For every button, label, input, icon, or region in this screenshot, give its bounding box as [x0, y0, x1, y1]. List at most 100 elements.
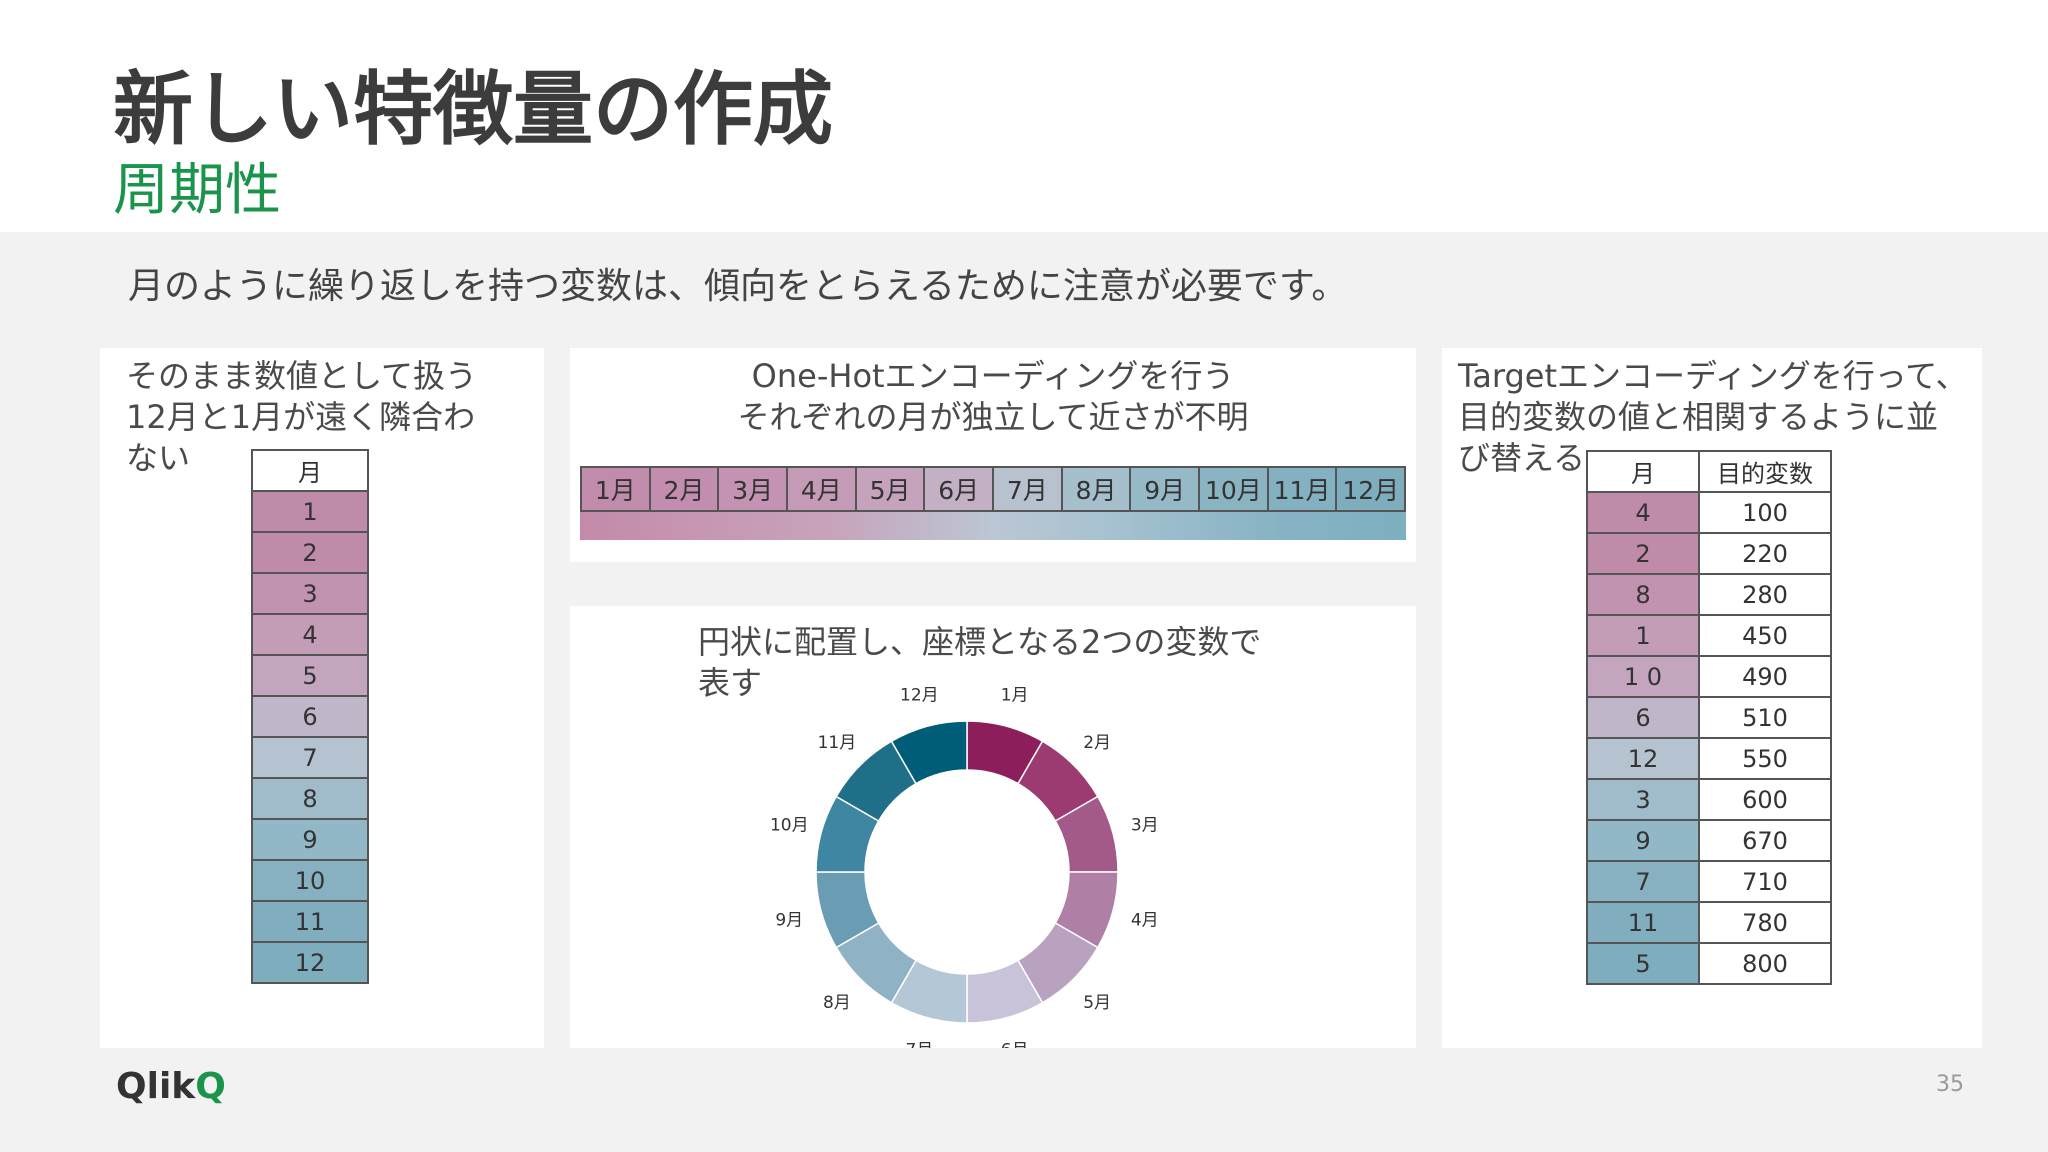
month-cell: 2 — [251, 531, 369, 574]
table-row: 8 280 — [1586, 573, 1832, 616]
table-row: 7 — [251, 736, 369, 779]
month-cell: 12 — [251, 941, 369, 984]
onehot-month-cell: 10月 — [1200, 468, 1269, 510]
month-cell: 12 — [1586, 737, 1700, 780]
caption-line: 表す — [698, 664, 763, 702]
intro-text: 月のように繰り返しを持つ変数は、傾向をとらえるために注意が必要です。 — [128, 266, 1348, 307]
page-number: 35 — [1936, 1072, 1964, 1097]
onehot-month-cell: 4月 — [788, 468, 857, 510]
slide-title: 新しい特徴量の作成 — [113, 63, 833, 156]
table-row: 3 — [251, 572, 369, 615]
onehot-month-cell: 8月 — [1062, 468, 1132, 510]
month-cell: 10 — [251, 859, 369, 902]
month-cell: 3 — [251, 572, 369, 615]
month-cell: 9 — [251, 818, 369, 861]
table-row: 6 510 — [1586, 696, 1832, 739]
target-value-cell: 100 — [1698, 491, 1832, 534]
table-row: 5 — [251, 654, 369, 697]
table-row: 5 800 — [1586, 942, 1832, 985]
table-row: 6 — [251, 695, 369, 738]
target-value-cell: 450 — [1698, 614, 1832, 657]
table-row: 7 710 — [1586, 860, 1832, 903]
onehot-month-cell: 7月 — [994, 468, 1063, 510]
target-value-cell: 670 — [1698, 819, 1832, 862]
donut-month-label: 5月 — [1083, 993, 1111, 1013]
month-cell: 6 — [1586, 696, 1700, 739]
table-row: 11 780 — [1586, 901, 1832, 944]
month-cell: 3 — [1586, 778, 1700, 821]
target-value-cell: 710 — [1698, 860, 1832, 903]
table-header-month: 月 — [1586, 450, 1700, 493]
target-value-cell: 220 — [1698, 532, 1832, 575]
month-cell: 8 — [251, 777, 369, 820]
donut-month-label: 1月 — [1001, 685, 1029, 705]
onehot-month-cell: 11月 — [1268, 468, 1338, 510]
month-cell: 5 — [251, 654, 369, 697]
month-cell: 6 — [251, 695, 369, 738]
onehot-month-cell: 5月 — [856, 468, 926, 510]
donut-month-label: 9月 — [775, 911, 803, 931]
donut-month-label: 10月 — [770, 815, 809, 835]
caption-line: One-Hotエンコーディングを行う — [751, 357, 1235, 395]
donut-month-label: 3月 — [1131, 815, 1159, 835]
table-row: 11 — [251, 900, 369, 943]
slide-subtitle: 周期性 — [113, 158, 281, 223]
caption-line: Targetエンコーディングを行って、 — [1458, 357, 1968, 395]
onehot-month-strip: 1月 2月 3月 4月 5月 6月 7月 8月 9月 10月 11月 12月 — [580, 466, 1406, 512]
table-header-month: 月 — [251, 449, 369, 492]
month-cell: 2 — [1586, 532, 1700, 575]
donut-month-label: 8月 — [823, 993, 851, 1013]
donut-month-label: 11月 — [818, 733, 857, 753]
target-value-cell: 550 — [1698, 737, 1832, 780]
donut-month-label: 4月 — [1131, 911, 1159, 931]
table-row: 12 550 — [1586, 737, 1832, 780]
numeric-month-table: 月 1 2 3 4 5 6 7 8 9 10 11 12 — [251, 449, 369, 984]
target-value-cell: 510 — [1698, 696, 1832, 739]
onehot-month-cell: 9月 — [1131, 468, 1201, 510]
panel-onehot-caption: One-Hotエンコーディングを行う それぞれの月が独立して近さが不明 — [570, 356, 1416, 438]
target-value-cell: 600 — [1698, 778, 1832, 821]
target-value-cell: 280 — [1698, 573, 1832, 616]
table-row: 4 — [251, 613, 369, 656]
caption-line: 12月と1月が遠く隣合わ — [126, 398, 476, 436]
logo-q-mark: Q — [195, 1066, 226, 1107]
donut-segment — [890, 720, 968, 785]
table-row: 2 — [251, 531, 369, 574]
table-row: 12 — [251, 941, 369, 984]
target-value-cell: 490 — [1698, 655, 1832, 698]
qlik-logo: QlikQ — [116, 1066, 226, 1107]
panel-target: Targetエンコーディングを行って、 目的変数の値と相関するように並 び替える… — [1442, 348, 1982, 1048]
onehot-gradient-bar — [580, 512, 1406, 540]
donut-month-label: 7月 — [905, 1041, 933, 1048]
month-cell: 11 — [1586, 901, 1700, 944]
onehot-month-cell: 2月 — [650, 468, 720, 510]
donut-month-label: 12月 — [900, 685, 939, 705]
table-row: 4 100 — [1586, 491, 1832, 534]
table-row: 1 0 490 — [1586, 655, 1832, 698]
target-value-cell: 780 — [1698, 901, 1832, 944]
logo-text: Qlik — [116, 1066, 196, 1107]
month-cell: 4 — [251, 613, 369, 656]
onehot-month-cell: 12月 — [1337, 468, 1405, 510]
caption-line: それぞれの月が独立して近さが不明 — [737, 398, 1249, 436]
table-header-target: 目的変数 — [1698, 450, 1832, 493]
donut-month-label: 2月 — [1083, 733, 1111, 753]
month-cell: 4 — [1586, 491, 1700, 534]
month-cell: 1 0 — [1586, 655, 1700, 698]
month-cell: 1 — [1586, 614, 1700, 657]
caption-line: び替える — [1458, 439, 1586, 477]
table-row: 1 — [251, 490, 369, 533]
month-cell: 1 — [251, 490, 369, 533]
panel-circular-caption: 円状に配置し、座標となる2つの変数で 表す — [698, 622, 1398, 704]
table-row: 3 600 — [1586, 778, 1832, 821]
onehot-month-cell: 3月 — [719, 468, 789, 510]
donut-month-label: 6月 — [1001, 1041, 1029, 1048]
circular-month-donut: 1月 2月 3月 4月 5月 6月 7月 8月 9月 10月 11月 12月 — [770, 685, 1159, 1048]
onehot-month-cell: 6月 — [925, 468, 995, 510]
month-cell: 11 — [251, 900, 369, 943]
table-row: 10 — [251, 859, 369, 902]
onehot-month-cell: 1月 — [582, 468, 651, 510]
caption-line: そのまま数値として扱う — [126, 357, 478, 395]
caption-line: 目的変数の値と相関するように並 — [1458, 398, 1939, 436]
